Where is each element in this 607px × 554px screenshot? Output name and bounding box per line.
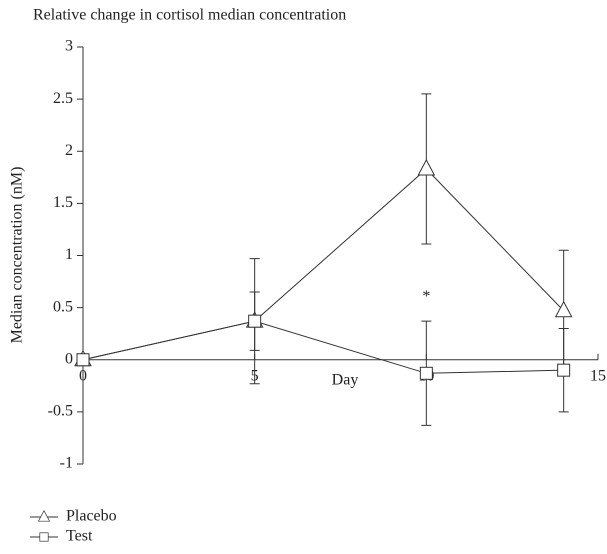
marker bbox=[554, 300, 573, 318]
x-tick-label: 15 bbox=[590, 367, 606, 384]
marker bbox=[76, 353, 90, 367]
y-tick-label: 0.5 bbox=[53, 298, 73, 315]
marker bbox=[37, 509, 51, 522]
marker bbox=[417, 158, 436, 176]
y-tick-label: -0.5 bbox=[48, 403, 73, 420]
y-tick-label: -1 bbox=[60, 455, 73, 472]
x-tick-label: 0 bbox=[79, 367, 87, 384]
y-tick-label: 1.5 bbox=[53, 194, 73, 211]
marker bbox=[419, 366, 433, 380]
y-tick-label: 2 bbox=[65, 142, 73, 159]
y-tick-label: 1 bbox=[65, 246, 73, 263]
marker bbox=[557, 363, 571, 377]
y-tick-label: 3 bbox=[65, 38, 73, 55]
marker bbox=[39, 532, 49, 542]
x-axis-label: Day bbox=[332, 372, 359, 389]
chart-title: Relative change in cortisol median conce… bbox=[33, 7, 346, 24]
y-axis-label: Median concentration (nM) bbox=[9, 167, 26, 344]
y-tick-label: 0 bbox=[65, 350, 73, 367]
series-line bbox=[82, 320, 564, 374]
series-line bbox=[82, 168, 565, 361]
legend-label: Placebo bbox=[66, 508, 117, 525]
annotation: * bbox=[422, 288, 430, 305]
marker bbox=[248, 314, 262, 328]
legend-label: Test bbox=[66, 528, 93, 545]
y-tick-label: 2.5 bbox=[53, 90, 73, 107]
